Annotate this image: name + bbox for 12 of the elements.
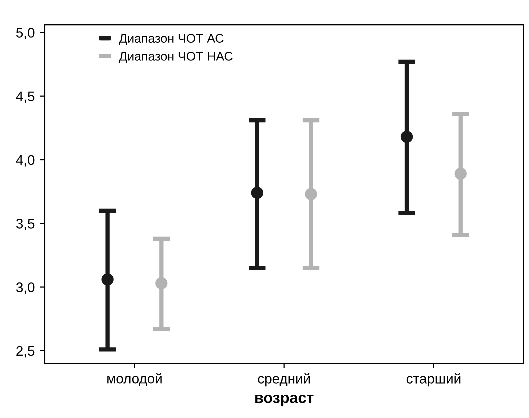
y-tick-label: 4,5 bbox=[16, 92, 35, 104]
x-axis-title: возраст bbox=[256, 394, 314, 406]
x-tick-label: молодой bbox=[108, 373, 162, 386]
x-tick-label: старший bbox=[406, 373, 461, 387]
x-tick-label: средний bbox=[258, 373, 310, 387]
legend-label: Диапазон ЧОТ АС bbox=[119, 34, 224, 46]
y-tick-label: 4,0 bbox=[16, 155, 35, 167]
y-tick-label: 3,0 bbox=[16, 282, 35, 294]
y-tick-label: 2,5 bbox=[16, 346, 35, 358]
y-tick-label: 3,5 bbox=[16, 218, 35, 230]
y-tick-label: 5,0 bbox=[16, 28, 35, 40]
legend-label: Диапазон ЧОТ НАС bbox=[119, 52, 233, 64]
